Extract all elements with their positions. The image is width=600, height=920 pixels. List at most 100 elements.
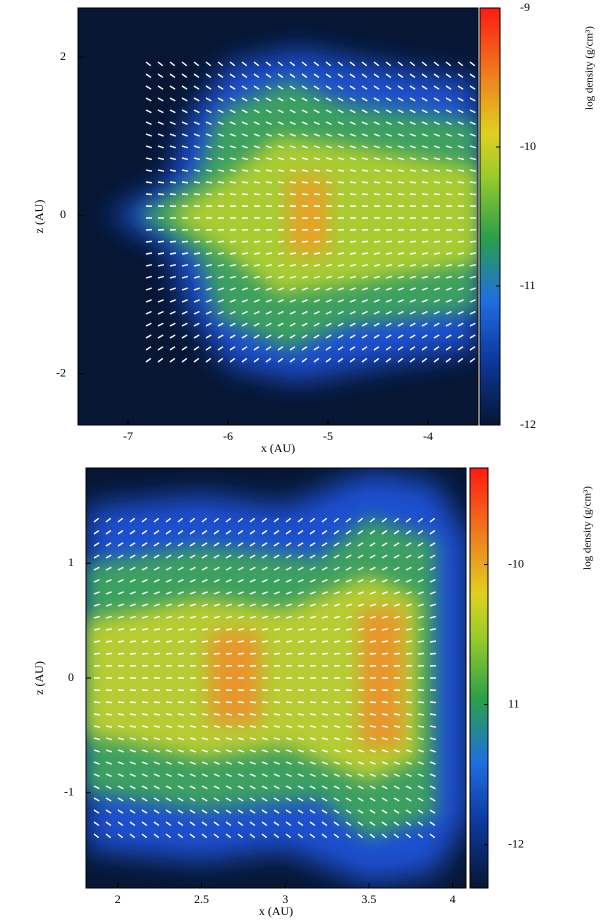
velocity-arrow [117, 652, 125, 655]
velocity-arrow [393, 603, 400, 607]
velocity-arrow [405, 797, 412, 802]
velocity-arrow [181, 145, 188, 149]
velocity-arrow [369, 554, 376, 559]
velocity-arrow [337, 264, 345, 267]
velocity-arrow [429, 566, 436, 571]
velocity-arrow [225, 749, 232, 753]
velocity-arrow [357, 542, 364, 547]
velocity-arrow [129, 566, 136, 571]
velocity-arrow [217, 193, 225, 196]
velocity-arrow [361, 322, 368, 327]
velocity-arrow [349, 334, 356, 339]
velocity-arrow [93, 603, 100, 607]
velocity-arrow [381, 761, 388, 765]
velocity-arrow [381, 749, 388, 753]
velocity-arrow [177, 652, 185, 655]
velocity-arrow [321, 591, 328, 595]
velocity-arrow [129, 713, 137, 716]
velocity-arrow [301, 97, 308, 102]
velocity-arrow [381, 725, 389, 728]
velocity-arrow [105, 785, 112, 790]
velocity-arrow [421, 334, 428, 339]
velocity-arrow [285, 833, 292, 839]
velocity-arrow [345, 603, 352, 607]
velocity-arrow [301, 346, 308, 351]
velocity-arrow [153, 725, 161, 728]
velocity-arrow [153, 797, 160, 802]
velocity-arrow [265, 97, 272, 102]
velocity-arrow [369, 713, 377, 716]
velocity-arrow [337, 181, 345, 184]
velocity-arrow [433, 357, 440, 363]
velocity-arrow [181, 193, 189, 196]
velocity-arrow [381, 566, 388, 571]
velocity-arrow [417, 713, 425, 716]
velocity-arrow [129, 737, 136, 741]
velocity-arrow [249, 725, 257, 728]
velocity-arrow [217, 322, 224, 327]
velocity-arrow [409, 264, 417, 267]
velocity-arrow [417, 749, 424, 753]
velocity-arrow [357, 833, 364, 839]
velocity-arrow [345, 797, 352, 802]
velocity-arrow [397, 73, 404, 79]
velocity-arrow [181, 109, 188, 114]
x-tick-label: 2.5 [194, 892, 209, 906]
velocity-arrow [469, 109, 476, 114]
velocity-arrow [169, 109, 176, 114]
velocity-arrow [265, 275, 272, 279]
velocity-arrow [145, 145, 152, 149]
velocity-arrow [445, 145, 452, 149]
velocity-arrow [345, 517, 352, 523]
velocity-arrow [445, 97, 452, 102]
velocity-arrow [445, 193, 453, 196]
velocity-arrow [229, 264, 237, 267]
velocity-arrow [313, 346, 320, 351]
velocity-arrow [165, 566, 172, 571]
velocity-arrow [409, 310, 416, 315]
velocity-arrow [309, 761, 316, 765]
velocity-arrow [141, 529, 148, 535]
velocity-arrow [189, 749, 196, 753]
velocity-arrow [205, 97, 212, 102]
velocity-arrow [145, 169, 153, 172]
velocity-arrow [385, 85, 392, 90]
velocity-arrow [117, 640, 125, 643]
velocity-arrow [117, 833, 124, 839]
velocity-arrow [469, 157, 476, 161]
velocity-arrow [421, 145, 428, 149]
velocity-arrow [337, 61, 344, 67]
plot-area [86, 468, 466, 888]
velocity-arrow [325, 145, 332, 149]
velocity-arrow [117, 542, 124, 547]
velocity-arrow [369, 628, 377, 631]
velocity-arrow [93, 554, 100, 559]
velocity-arrow [345, 785, 352, 790]
velocity-arrow [277, 133, 284, 137]
velocity-arrow [165, 737, 172, 741]
velocity-arrow [381, 821, 388, 827]
velocity-arrow [129, 529, 136, 535]
velocity-arrow [385, 299, 392, 303]
velocity-arrow [405, 833, 412, 839]
velocity-arrow [193, 252, 201, 255]
velocity-arrow [469, 334, 476, 339]
velocity-arrow [345, 566, 352, 571]
velocity-arrow [265, 73, 272, 79]
velocity-arrow [205, 357, 212, 363]
velocity-arrow [217, 299, 224, 303]
velocity-arrow [117, 603, 124, 607]
velocity-arrow [273, 833, 280, 839]
velocity-arrow [333, 725, 341, 728]
velocity-arrow [297, 615, 304, 619]
velocity-arrow [369, 529, 376, 535]
velocity-arrow [225, 737, 232, 741]
velocity-arrow [273, 821, 280, 827]
velocity-arrow [393, 785, 400, 790]
velocity-arrow [325, 109, 332, 114]
velocity-arrow [253, 310, 260, 315]
velocity-arrow [277, 73, 284, 79]
velocity-arrow [165, 640, 173, 643]
velocity-arrow [153, 542, 160, 547]
velocity-arrow [201, 566, 208, 571]
